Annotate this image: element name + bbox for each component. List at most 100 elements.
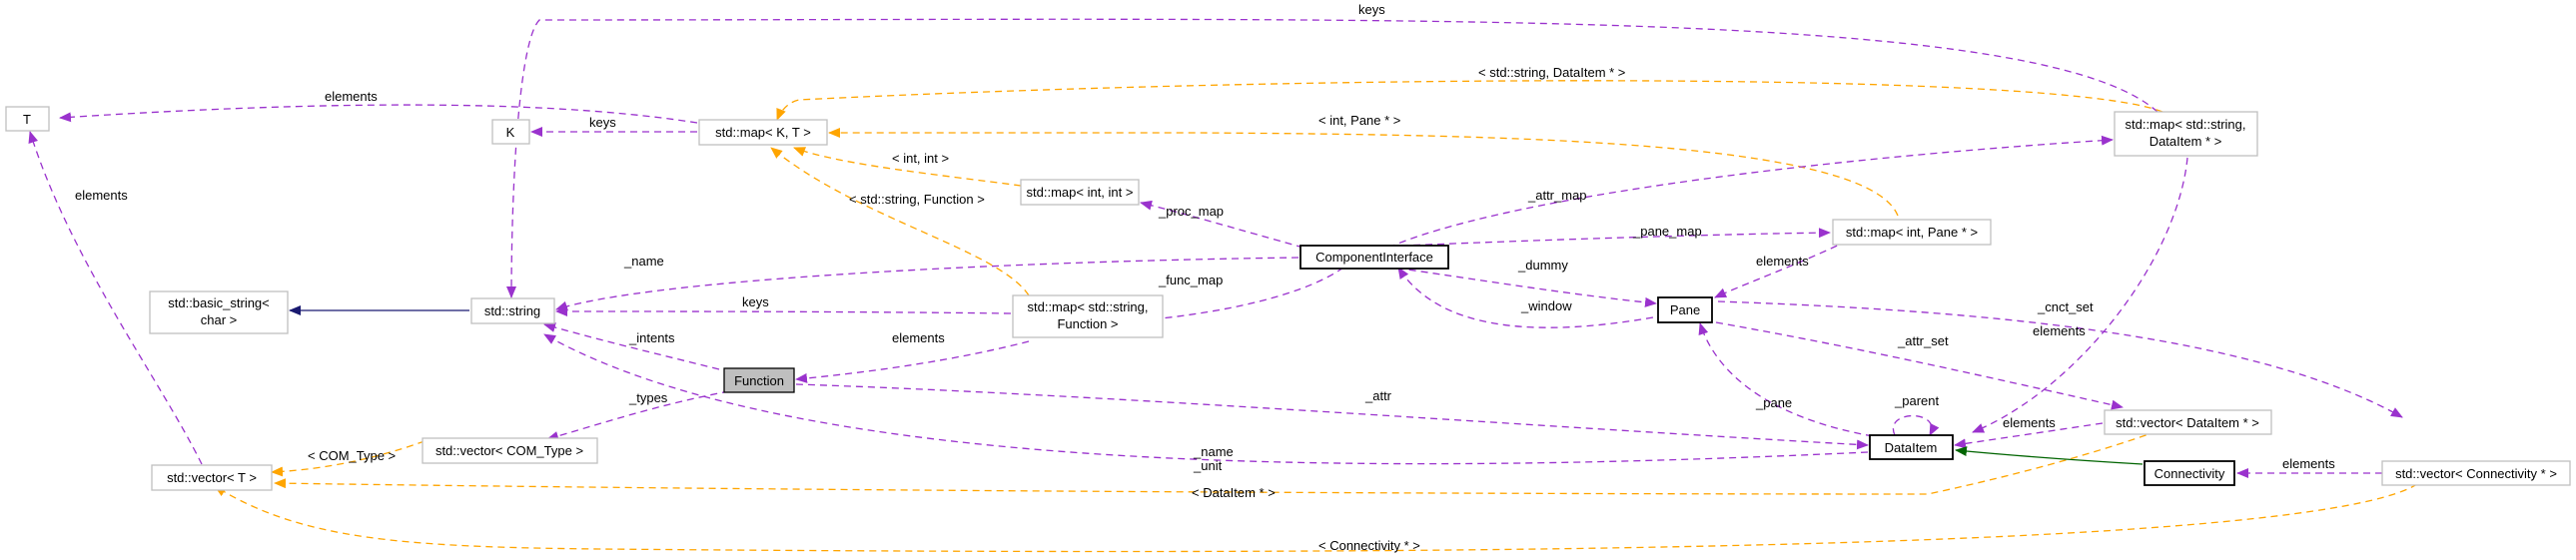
node-label: std::map< std::string, — [2125, 117, 2245, 132]
edge-elements-map-string-dataitem-to-dataitem — [1972, 157, 2188, 433]
edge-label: elements — [892, 330, 945, 345]
edge-label: elements — [2282, 456, 2335, 471]
node-label: char > — [201, 312, 238, 327]
edge-window — [1397, 267, 1654, 328]
edge-label: _proc_map — [1158, 204, 1224, 219]
node-vector-dataitem[interactable]: std::vector< DataItem * > — [2104, 409, 2272, 435]
node-vector-connectivity[interactable]: std::vector< Connectivity * > — [2381, 460, 2571, 486]
edge-label: _pane_map — [1632, 224, 1702, 239]
node-map-string-dataitem[interactable]: std::map< std::string, DataItem * > — [2114, 111, 2258, 157]
edge-label: elements — [75, 188, 128, 203]
node-k[interactable]: K — [491, 119, 530, 145]
node-connectivity[interactable]: Connectivity — [2144, 460, 2235, 486]
edge-pane-map — [1352, 228, 1831, 249]
edge-attr-set — [1715, 321, 2124, 410]
node-vector-com-type[interactable]: std::vector< COM_Type > — [422, 437, 598, 464]
node-basic-string[interactable]: std::basic_string< char > — [149, 290, 289, 334]
node-label: std::basic_string< — [168, 295, 270, 310]
node-label: std::map< int, Pane * > — [1846, 225, 1978, 240]
edge-elements-map-string-function-to-function — [795, 340, 1030, 383]
node-label: Connectivity — [2154, 466, 2225, 481]
edge-parent — [1892, 415, 1940, 436]
node-map-int-int[interactable]: std::map< int, int > — [1020, 179, 1140, 206]
node-component-interface[interactable]: ComponentInterface — [1299, 245, 1449, 270]
node-label: Pane — [1670, 302, 1700, 317]
edge-label: _func_map — [1158, 273, 1223, 287]
node-map-string-function[interactable]: std::map< std::string, Function > — [1012, 294, 1164, 338]
node-label: std::vector< COM_Type > — [435, 443, 583, 458]
edges: keys < std::string, DataItem * > element… — [28, 2, 2418, 553]
node-label: std::map< int, int > — [1027, 185, 1134, 200]
edge-attr-map — [1387, 135, 2114, 249]
edge-keys-map-string-function-to-string — [555, 306, 1012, 317]
node-pane[interactable]: Pane — [1657, 296, 1713, 323]
edge-label: _parent — [1894, 393, 1939, 408]
edge-label: elements — [325, 89, 378, 104]
node-label: std::map< std::string, — [1027, 299, 1148, 314]
edge-dummy — [1372, 264, 1657, 307]
edge-label: keys — [1358, 2, 1385, 17]
node-label: DataItem * > — [2149, 134, 2222, 149]
edge-name — [555, 257, 1299, 311]
nodes: T K std::map< K, T > std::map< int, int … — [5, 106, 2571, 491]
edge-template-string-function-to-map-k-t — [770, 147, 1030, 296]
node-label: DataItem — [1885, 440, 1938, 455]
node-label: K — [506, 125, 515, 140]
edge-label: _attr — [1364, 388, 1392, 403]
edge-label: _types — [628, 390, 668, 405]
edge-cnct-set — [1717, 300, 2403, 418]
edge-template-int-pane-to-map-k-t — [828, 128, 1899, 217]
edge-label: keys — [742, 294, 769, 309]
edge-template-connectivity-to-vector-t — [214, 483, 2418, 553]
node-label: std::string — [484, 303, 540, 318]
edge-inherit-connectivity-dataitem — [1955, 446, 2144, 465]
edge-label: _attr_set — [1897, 333, 1949, 348]
edge-template-string-dataitem-to-map-k-t — [776, 80, 2163, 121]
edge-label: _name — [1193, 444, 1234, 459]
edge-elements-vector-t-to-t — [28, 131, 203, 465]
node-label: std::vector< T > — [167, 470, 257, 485]
node-label: T — [23, 112, 31, 127]
node-dataitem[interactable]: DataItem — [1869, 434, 1954, 460]
node-function[interactable]: Function — [723, 367, 795, 393]
node-label: std::map< K, T > — [715, 125, 811, 140]
edge-label: < std::string, Function > — [849, 192, 985, 207]
edge-intents — [543, 322, 720, 370]
edge-label: elements — [2003, 415, 2056, 430]
node-label: ComponentInterface — [1315, 250, 1433, 265]
edge-label: < std::string, DataItem * > — [1478, 65, 1625, 80]
edge-label: keys — [589, 115, 616, 130]
edge-label: _cnct_set — [2037, 299, 2094, 314]
edge-label: _pane — [1755, 395, 1792, 410]
edge-label: _window — [1520, 298, 1572, 313]
node-t[interactable]: T — [5, 106, 50, 132]
edge-template-dataitem-to-vector-t — [274, 430, 2158, 495]
edge-label: _name — [623, 254, 664, 269]
edge-label: elements — [1756, 254, 1809, 269]
edge-label: _dummy — [1517, 258, 1568, 273]
edge-template-com-type-to-vector-t — [271, 440, 426, 477]
edge-template-int-int-to-map-k-t — [793, 147, 1022, 187]
node-label: std::vector< DataItem * > — [2116, 415, 2259, 430]
node-map-int-pane[interactable]: std::map< int, Pane * > — [1832, 219, 1992, 246]
edge-label: < int, Pane * > — [1318, 113, 1400, 128]
edge-elements-vector-dataitem-to-dataitem — [1954, 422, 2104, 449]
edge-label: < int, int > — [892, 151, 949, 166]
node-label: std::vector< Connectivity * > — [2395, 466, 2557, 481]
edge-elements-map-int-pane-to-pane — [1714, 240, 1849, 298]
edge-attr — [795, 383, 1869, 450]
edge-label: < COM_Type > — [308, 448, 396, 463]
edge-pane — [1698, 322, 1874, 437]
node-vector-t[interactable]: std::vector< T > — [151, 464, 273, 491]
node-label: Function — [734, 373, 784, 388]
edge-keys-map-string-dataitem-to-string — [506, 18, 2158, 298]
node-string[interactable]: std::string — [470, 297, 555, 324]
edge-label: < DataItem * > — [1192, 485, 1276, 500]
edge-label: < Connectivity * > — [1318, 538, 1420, 553]
edge-label: _unit — [1193, 458, 1223, 473]
edge-label: _intents — [628, 330, 675, 345]
edge-name-unit — [543, 333, 1869, 465]
node-label: Function > — [1057, 316, 1118, 331]
node-map-k-t[interactable]: std::map< K, T > — [698, 119, 828, 146]
